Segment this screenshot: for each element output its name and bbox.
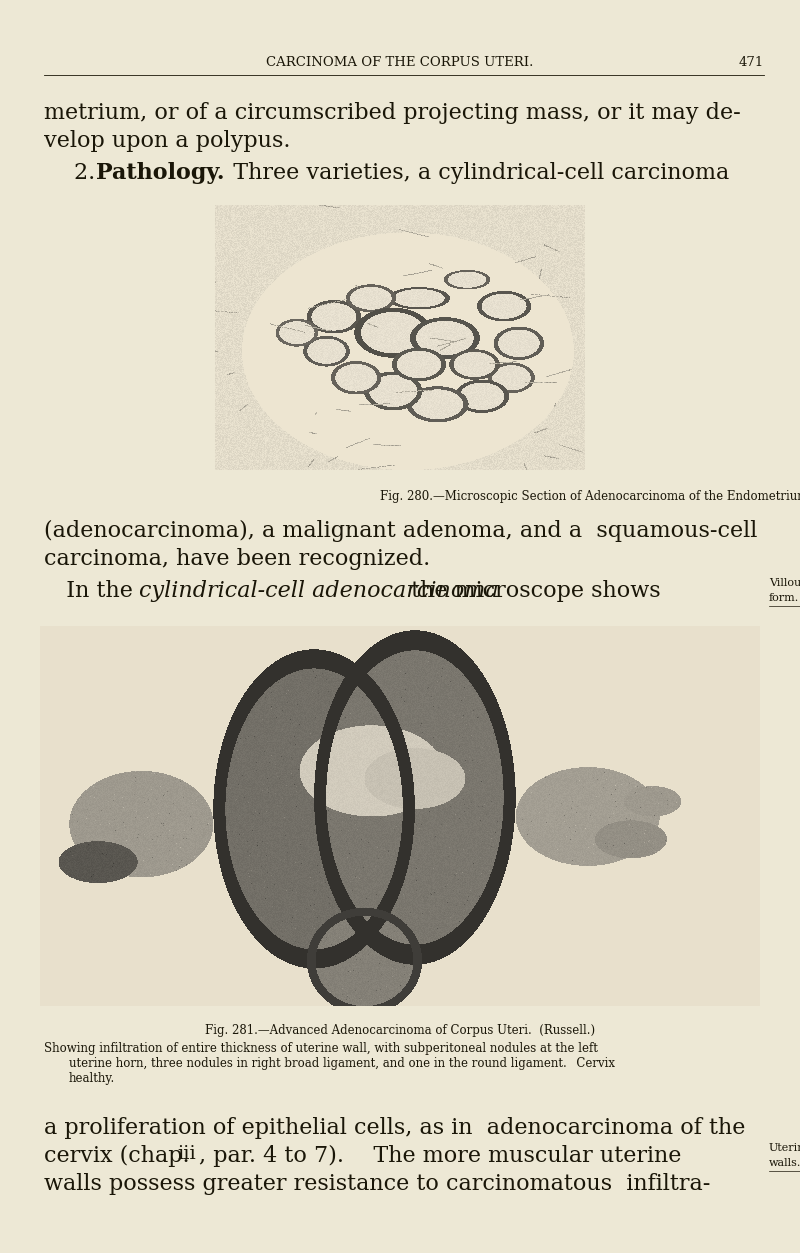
Text: uterine horn, three nodules in right broad ligament, and one in the round ligame: uterine horn, three nodules in right bro… <box>69 1058 615 1070</box>
Text: velop upon a polypus.: velop upon a polypus. <box>44 130 290 152</box>
Text: carcinoma, have been recognized.: carcinoma, have been recognized. <box>44 548 430 570</box>
Text: Fig. 281.—Advanced Adenocarcinoma of Corpus Uteri.  (Russell.): Fig. 281.—Advanced Adenocarcinoma of Cor… <box>205 1024 595 1037</box>
Text: walls possess greater resistance to carcinomatous  infiltra-: walls possess greater resistance to carc… <box>44 1173 710 1195</box>
Text: (adenocarcinoma), a malignant adenoma, and a  squamous-cell: (adenocarcinoma), a malignant adenoma, a… <box>44 520 758 543</box>
Text: the microscope shows: the microscope shows <box>404 580 661 601</box>
Text: Pathology.: Pathology. <box>96 162 225 184</box>
Text: Showing infiltration of entire thickness of uterine wall, with subperitoneal nod: Showing infiltration of entire thickness… <box>44 1042 598 1055</box>
Text: cylindrical-cell adenocarcinoma: cylindrical-cell adenocarcinoma <box>139 580 498 601</box>
Text: Fig. 280.—Microscopic Section of Adenocarcinoma of the Endometrium. (Schroeder.): Fig. 280.—Microscopic Section of Adenoca… <box>380 490 800 502</box>
Text: In the: In the <box>44 580 140 601</box>
Text: Three varieties, a cylindrical-cell carcinoma: Three varieties, a cylindrical-cell carc… <box>211 162 730 184</box>
Text: iii: iii <box>177 1145 196 1163</box>
Text: healthy.: healthy. <box>69 1073 115 1085</box>
Text: cervix (chap.: cervix (chap. <box>44 1145 197 1167</box>
Text: 2.: 2. <box>74 162 106 184</box>
Text: form.: form. <box>769 593 799 603</box>
Text: CARCINOMA OF THE CORPUS UTERI.: CARCINOMA OF THE CORPUS UTERI. <box>266 55 534 69</box>
Text: metrium, or of a circumscribed projecting mass, or it may de-: metrium, or of a circumscribed projectin… <box>44 101 741 124</box>
Text: , par. 4 to 7).  The more muscular uterine: , par. 4 to 7). The more muscular uterin… <box>199 1145 682 1167</box>
Text: Uterine: Uterine <box>769 1143 800 1153</box>
Text: Villous: Villous <box>769 578 800 588</box>
Text: walls.: walls. <box>769 1158 800 1168</box>
Text: a proliferation of epithelial cells, as in  adenocarcinoma of the: a proliferation of epithelial cells, as … <box>44 1116 746 1139</box>
Text: 471: 471 <box>738 55 764 69</box>
